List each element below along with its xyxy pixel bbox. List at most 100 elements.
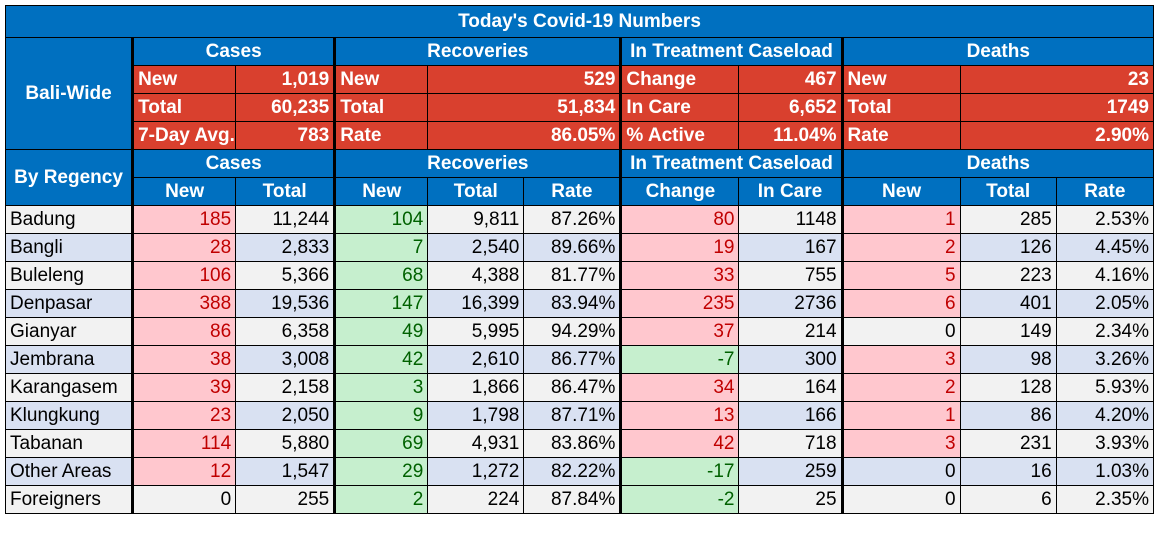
table-cell: 3.26% (1055, 345, 1155, 374)
table-cell: 147 (334, 289, 429, 318)
table-cell: 1 (841, 205, 961, 234)
table-cell: 42 (334, 345, 429, 374)
table-cell: 6 (841, 289, 961, 318)
column-header: New (841, 177, 961, 206)
table-row: Buleleng 106 5,366 68 4,388 81.77% 33 755 5 223 4.… (4, 261, 1155, 290)
table-row: Foreigners 0 255 2 224 87.84% -2 25 0 6 2.35% (4, 485, 1155, 514)
table-cell: 4,388 (427, 261, 525, 290)
table-row: Tabanan 114 5,880 69 4,931 83.86% 42 718 3 231 3.9… (4, 429, 1155, 458)
regency-deaths-header: Deaths (841, 149, 1155, 178)
table-cell: 3.93% (1055, 429, 1155, 458)
table-cell: 2 (841, 373, 961, 402)
bali-wide-row: Total 60,235 Total 51,834 In Care 6,652 Total 1… (6, 93, 1155, 122)
table-cell: 4.45% (1055, 233, 1155, 262)
table-cell: 2,158 (235, 373, 337, 402)
regency-subheader-row: New Total New Total Rate Change In Care New Tota… (6, 177, 1155, 206)
bali-deaths-value: 2.90% (959, 121, 1155, 150)
table-cell: 87.26% (523, 205, 623, 234)
bali-recoveries-label: New (334, 65, 429, 94)
table-cell: 4,931 (427, 429, 525, 458)
regency-name: Badung (4, 205, 135, 234)
table-cell: 6,358 (235, 317, 337, 346)
table-row: Jembrana 38 3,008 42 2,610 86.77% -7 300 3 98 3.26… (4, 345, 1155, 374)
covid-table: Today's Covid-19 Numbers Bali-Wide Cases… (4, 5, 1155, 514)
table-row: Bangli 28 2,833 7 2,540 89.66% 19 167 2 126 4.45% (4, 233, 1155, 262)
table-cell: 37 (620, 317, 740, 346)
table-cell: 2,610 (427, 345, 525, 374)
table-cell: -2 (620, 485, 740, 514)
table-cell: 259 (738, 457, 844, 486)
regency-recoveries-header: Recoveries (334, 149, 623, 178)
bali-deaths-value: 1749 (959, 93, 1155, 122)
table-row: Gianyar 86 6,358 49 5,995 94.29% 37 214 0 149 2.34… (4, 317, 1155, 346)
bali-deaths-value: 23 (959, 65, 1155, 94)
bali-recoveries-value: 529 (427, 65, 623, 94)
column-header: New (132, 177, 237, 206)
table-cell: 83.86% (523, 429, 623, 458)
bali-cases-label: Total (132, 93, 237, 122)
bali-deaths-label: Total (841, 93, 961, 122)
table-cell: 0 (841, 457, 961, 486)
table-cell: 2.53% (1055, 205, 1155, 234)
table-cell: 0 (841, 485, 961, 514)
bali-wide-label: Bali-Wide (4, 37, 135, 150)
table-cell: 3 (841, 429, 961, 458)
regency-name: Buleleng (4, 261, 135, 290)
regency-name: Foreigners (4, 485, 135, 514)
table-cell: 106 (132, 261, 237, 290)
table-cell: 2,540 (427, 233, 525, 262)
bali-cases-label: 7-Day Avg. (132, 121, 237, 150)
table-cell: 401 (959, 289, 1057, 318)
column-header: Rate (1055, 177, 1155, 206)
bali-deaths-label: New (841, 65, 961, 94)
bali-treatment-label: Change (620, 65, 740, 94)
column-header: In Care (738, 177, 844, 206)
bali-deaths-header: Deaths (841, 37, 1155, 66)
table-cell: 5,366 (235, 261, 337, 290)
table-cell: 128 (959, 373, 1057, 402)
table-cell: 29 (334, 457, 429, 486)
table-cell: 2,050 (235, 401, 337, 430)
table-cell: 185 (132, 205, 237, 234)
table-cell: 5,995 (427, 317, 525, 346)
bali-recoveries-label: Rate (334, 121, 429, 150)
table-cell: 2 (334, 485, 429, 514)
regency-name: Klungkung (4, 401, 135, 430)
table-cell: 2 (841, 233, 961, 262)
table-row: Klungkung 23 2,050 9 1,798 87.71% 13 166 1 86 4.20… (4, 401, 1155, 430)
table-cell: 285 (959, 205, 1057, 234)
table-cell: 25 (738, 485, 844, 514)
bali-treatment-value: 11.04% (738, 121, 844, 150)
table-cell: 89.66% (523, 233, 623, 262)
table-cell: 11,244 (235, 205, 337, 234)
bali-cases-value: 783 (235, 121, 337, 150)
table-cell: 2,833 (235, 233, 337, 262)
table-cell: 13 (620, 401, 740, 430)
column-header: Change (620, 177, 740, 206)
bali-treatment-value: 467 (738, 65, 844, 94)
table-cell: 12 (132, 457, 237, 486)
table-cell: 255 (235, 485, 337, 514)
table-cell: 3,008 (235, 345, 337, 374)
table-row: Other Areas 12 1,547 29 1,272 82.22% -17 259 0 16… (4, 457, 1155, 486)
bali-treatment-header: In Treatment Caseload (620, 37, 844, 66)
table-cell: 69 (334, 429, 429, 458)
bali-recoveries-value: 86.05% (427, 121, 623, 150)
table-cell: 9,811 (427, 205, 525, 234)
table-title: Today's Covid-19 Numbers (5, 5, 1154, 38)
column-header: New (334, 177, 429, 206)
table-cell: 1,547 (235, 457, 337, 486)
bali-treatment-label: % Active (620, 121, 740, 150)
table-cell: 166 (738, 401, 844, 430)
table-cell: 42 (620, 429, 740, 458)
table-cell: 68 (334, 261, 429, 290)
table-cell: 86 (959, 401, 1057, 430)
regency-name: Karangasem (4, 373, 135, 402)
table-cell: 39 (132, 373, 237, 402)
table-cell: 388 (132, 289, 237, 318)
column-header: Total (959, 177, 1057, 206)
table-cell: 104 (334, 205, 429, 234)
regency-treatment-header: In Treatment Caseload (620, 149, 844, 178)
table-cell: 38 (132, 345, 237, 374)
table-cell: 33 (620, 261, 740, 290)
